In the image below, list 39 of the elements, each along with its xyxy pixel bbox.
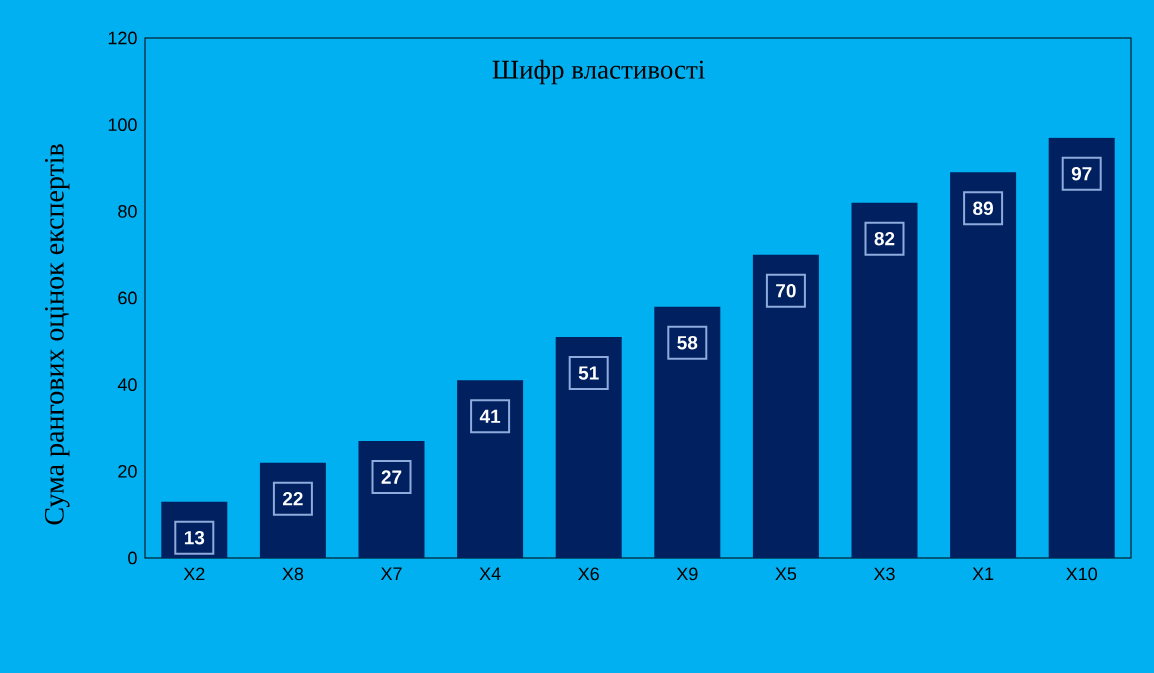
- bar: [259, 462, 326, 558]
- y-tick-label: 0: [128, 551, 137, 565]
- bar: [358, 441, 425, 558]
- bar: [1048, 137, 1115, 558]
- bar: [457, 380, 524, 558]
- x-tick-label: X10: [1066, 567, 1098, 581]
- data-label: 13: [184, 530, 205, 545]
- data-label: 97: [1071, 166, 1092, 181]
- data-label: 27: [381, 470, 402, 484]
- data-label: 82: [874, 231, 895, 246]
- bar: [950, 172, 1017, 558]
- x-tick-label: X8: [282, 567, 304, 581]
- y-tick-label: 60: [118, 291, 137, 305]
- text: Шифр властивості: [492, 59, 705, 85]
- bar: [654, 306, 721, 558]
- y-axis-title: Сума рангових оцінок експертів: [44, 144, 70, 525]
- x-tick-label: X3: [873, 567, 895, 581]
- bar: [161, 501, 228, 558]
- data-label: 58: [677, 335, 698, 350]
- x-tick-label: X7: [380, 567, 402, 580]
- y-tick-label: 80: [118, 204, 137, 218]
- x-tick-label: X9: [676, 567, 698, 581]
- x-tick-label: X2: [183, 567, 205, 581]
- data-label: 51: [578, 366, 599, 380]
- y-tick-label: 100: [108, 118, 137, 132]
- y-tick-label: 20: [118, 464, 137, 478]
- data-label: 89: [973, 201, 993, 216]
- bar: [752, 254, 819, 558]
- bar: [851, 202, 918, 558]
- data-label: 22: [282, 492, 303, 506]
- data-label: 70: [776, 283, 796, 298]
- x-tick-label: X4: [479, 567, 501, 580]
- y-tick-label: 120: [108, 31, 137, 45]
- y-tick-label: 40: [117, 378, 137, 392]
- x-tick-label: X5: [775, 567, 797, 581]
- data-label: 41: [479, 409, 501, 423]
- bar: [555, 337, 622, 558]
- x-tick-label: X1: [972, 567, 994, 580]
- x-tick-label: X6: [578, 567, 599, 581]
